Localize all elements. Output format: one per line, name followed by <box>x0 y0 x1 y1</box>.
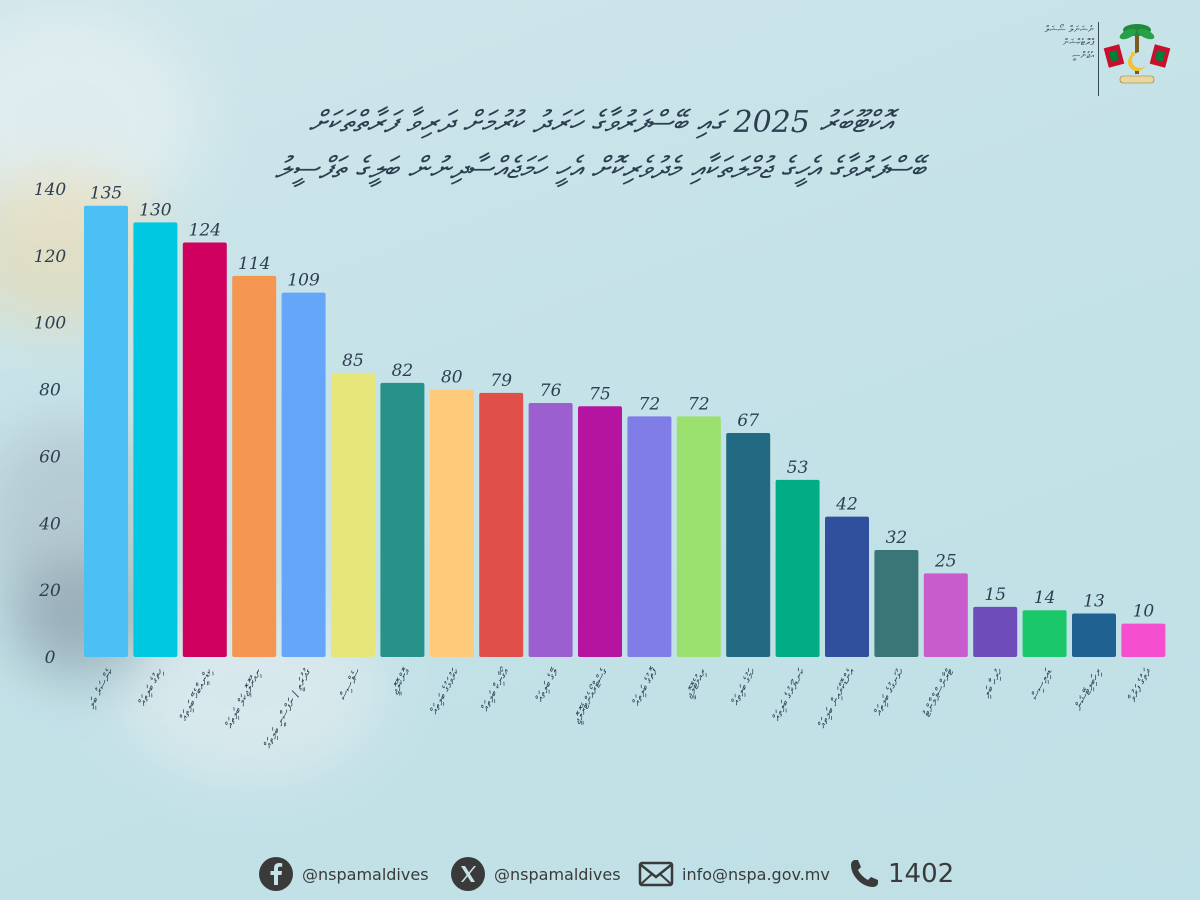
y-tick-label: 100 <box>34 314 67 334</box>
bar <box>973 606 1018 657</box>
x-tick-label: އޮންކޮލޮޖީ <box>389 665 415 697</box>
x-tick-label: ކިޑްނީއާބެހޭ ބަލިތައް <box>177 666 216 723</box>
x-tick-label: ހުޅަނގުގެ ބަލިތައް <box>872 666 908 717</box>
x-tick-label: ހިތުގެ ބަލިތައް <box>136 666 166 708</box>
footer-contacts: @nspamaldives @nspamaldives info@nspa.go… <box>258 848 978 900</box>
bar <box>281 292 326 657</box>
bar <box>1121 623 1166 657</box>
bar-value-label: 53 <box>787 458 809 478</box>
bar <box>331 372 375 657</box>
bar <box>775 479 820 657</box>
x-tick-label: އޯގާނިކް ބަލިތައް <box>479 665 513 713</box>
bar-value-label: 72 <box>688 394 710 414</box>
bar-value-label: 130 <box>139 200 172 220</box>
y-tick-label: 120 <box>34 247 67 267</box>
bar <box>84 205 128 657</box>
y-tick-label: 60 <box>39 447 61 467</box>
bar <box>182 242 227 657</box>
phone-icon <box>851 860 878 887</box>
y-tick-label: 20 <box>38 581 61 601</box>
bar-value-label: 14 <box>1034 588 1056 608</box>
x-tick-label: ހަމުގެ ބަލިތައް <box>729 666 759 707</box>
bar-chart: 0 20 40 60 80 100 120 140 135 130 124 114 109 85 82 80… <box>34 180 1166 751</box>
logo-divider <box>1098 22 1099 96</box>
bar-value-label: 114 <box>238 254 270 274</box>
phone-number: 1402 <box>888 859 955 889</box>
chart-title-line-2: ބޭސްފަރުވާގެ އެހީގެ ޖުމްލަތަކާއި މެދުވެރ… <box>274 151 926 186</box>
bars-group <box>84 205 1166 657</box>
bar <box>380 382 425 657</box>
x-tick-label: ގެސްޓްރޯއެންޓެރޮލޮޖީ <box>571 666 612 727</box>
bar <box>923 573 968 657</box>
bar <box>627 416 672 657</box>
bar <box>429 389 474 657</box>
email-address: info@nspa.gov.mv <box>682 864 830 884</box>
bar-value-label: 79 <box>490 371 512 391</box>
x-link[interactable]: @nspamaldives <box>450 848 621 900</box>
bar-value-label: 13 <box>1083 592 1105 612</box>
bar-value-label: 85 <box>342 351 364 371</box>
facebook-link[interactable]: @nspamaldives <box>258 848 429 900</box>
bar-value-label: 80 <box>441 368 463 388</box>
bar-value-label: 75 <box>589 384 611 404</box>
mail-icon <box>638 861 674 887</box>
x-tick-label: ޓްރާންސްޕްލާންޓު <box>920 666 957 719</box>
x-tick-label: ލޭގެ ބަލިތައް <box>533 665 562 704</box>
bar-value-label: 109 <box>287 271 320 291</box>
x-tick-label: ދަތުގެ ފަރުވާ <box>1126 666 1155 705</box>
chart-title-block: އޮކްޓޫބަރު 2025 ގައި ބޭސްފަރުވާގެ ހަރަދު… <box>130 100 1070 192</box>
x-tick-label: ކަނޑުފަރުގެ ބަލިތައް <box>770 666 809 723</box>
bar-value-label: 32 <box>886 528 908 548</box>
bar <box>232 275 277 657</box>
bar-value-label: 25 <box>934 551 957 571</box>
bar <box>479 392 524 657</box>
facebook-icon <box>259 857 293 891</box>
email-link[interactable]: info@nspa.gov.mv <box>638 848 830 900</box>
x-tick-label: އެންޑޮކްރައިން ބަލިތައް <box>815 666 857 730</box>
logo-text: ނެޝަނަލް ސޯޝަލް ޕްރޮޓެކްޝަން އެޖެންސީ <box>1044 25 1094 61</box>
y-tick-label: 140 <box>34 180 67 200</box>
bar-value-label: 42 <box>835 495 858 515</box>
bar <box>1022 610 1067 657</box>
category-labels-group: ކެންސަރު ބަލި ހިތުގެ ބަލިތައް ކިޑްނީއާބެހޭ… <box>85 665 1155 751</box>
x-tick-label: ނިއުރޮލޮޖިކަލް ބަލިތައް <box>223 666 265 730</box>
x-tick-label: ޑައިލިސިސް <box>1028 666 1055 702</box>
bar-value-label: 72 <box>639 394 661 414</box>
facebook-handle: @nspamaldives <box>302 864 429 884</box>
bar <box>528 402 573 657</box>
state-emblem-icon <box>1103 24 1171 84</box>
bar-value-label: 76 <box>540 381 562 401</box>
y-axis: 0 20 40 60 80 100 120 140 <box>34 180 67 668</box>
bar-value-label: 82 <box>392 361 414 381</box>
bar <box>825 516 869 657</box>
y-tick-label: 80 <box>39 381 61 401</box>
x-tick-label: ރިއުމެޓޮލޮޖީ <box>683 666 711 701</box>
y-tick-label: 0 <box>45 648 56 668</box>
y-tick-label: 40 <box>38 514 61 534</box>
bar-value-label: 124 <box>189 220 221 240</box>
bar-value-label: 135 <box>90 184 122 204</box>
bar-value-label: 67 <box>737 411 759 431</box>
bar <box>1072 613 1116 657</box>
bar <box>676 416 721 657</box>
chart-title-line-1: އޮކްޓޫބަރު 2025 ގައި ބޭސްފަރުވާގެ ހަރަދު… <box>308 105 892 140</box>
bar-value-label: 10 <box>1133 602 1155 622</box>
phone-link[interactable]: 1402 <box>846 848 954 900</box>
x-icon <box>451 857 485 891</box>
x-tick-label: ހުރިހާ ބަލި <box>980 666 1006 700</box>
bar-value-label: 15 <box>984 585 1006 605</box>
x-handle: @nspamaldives <box>494 864 621 884</box>
x-tick-label: ރިހަބިލިޓޭޝަން <box>1072 665 1105 712</box>
agency-logo: ނެޝަނަލް ސޯޝަލް ޕްރޮޓެކްޝަން އެޖެންސީ <box>1040 18 1172 100</box>
bar <box>578 406 622 657</box>
bar <box>726 433 771 657</box>
x-tick-label: ފޮތުގެ ބަލިތައް <box>630 665 661 708</box>
bar <box>133 222 178 657</box>
x-tick-label: ސެޕްސިސް <box>336 666 363 702</box>
x-tick-label: ކަރުވަޅުގެ ބަލިތައް <box>428 666 463 716</box>
x-tick-label: ގުދުރަތީ / ނަފްސާނީ ބަލިތައް <box>261 666 315 751</box>
value-labels-group: 135 130 124 114 109 85 82 80 79 76 75 72 72 67 53 42 32 2… <box>90 184 1155 622</box>
bar <box>874 550 919 657</box>
x-tick-label: ކެންސަރު ބަލި <box>85 666 117 711</box>
